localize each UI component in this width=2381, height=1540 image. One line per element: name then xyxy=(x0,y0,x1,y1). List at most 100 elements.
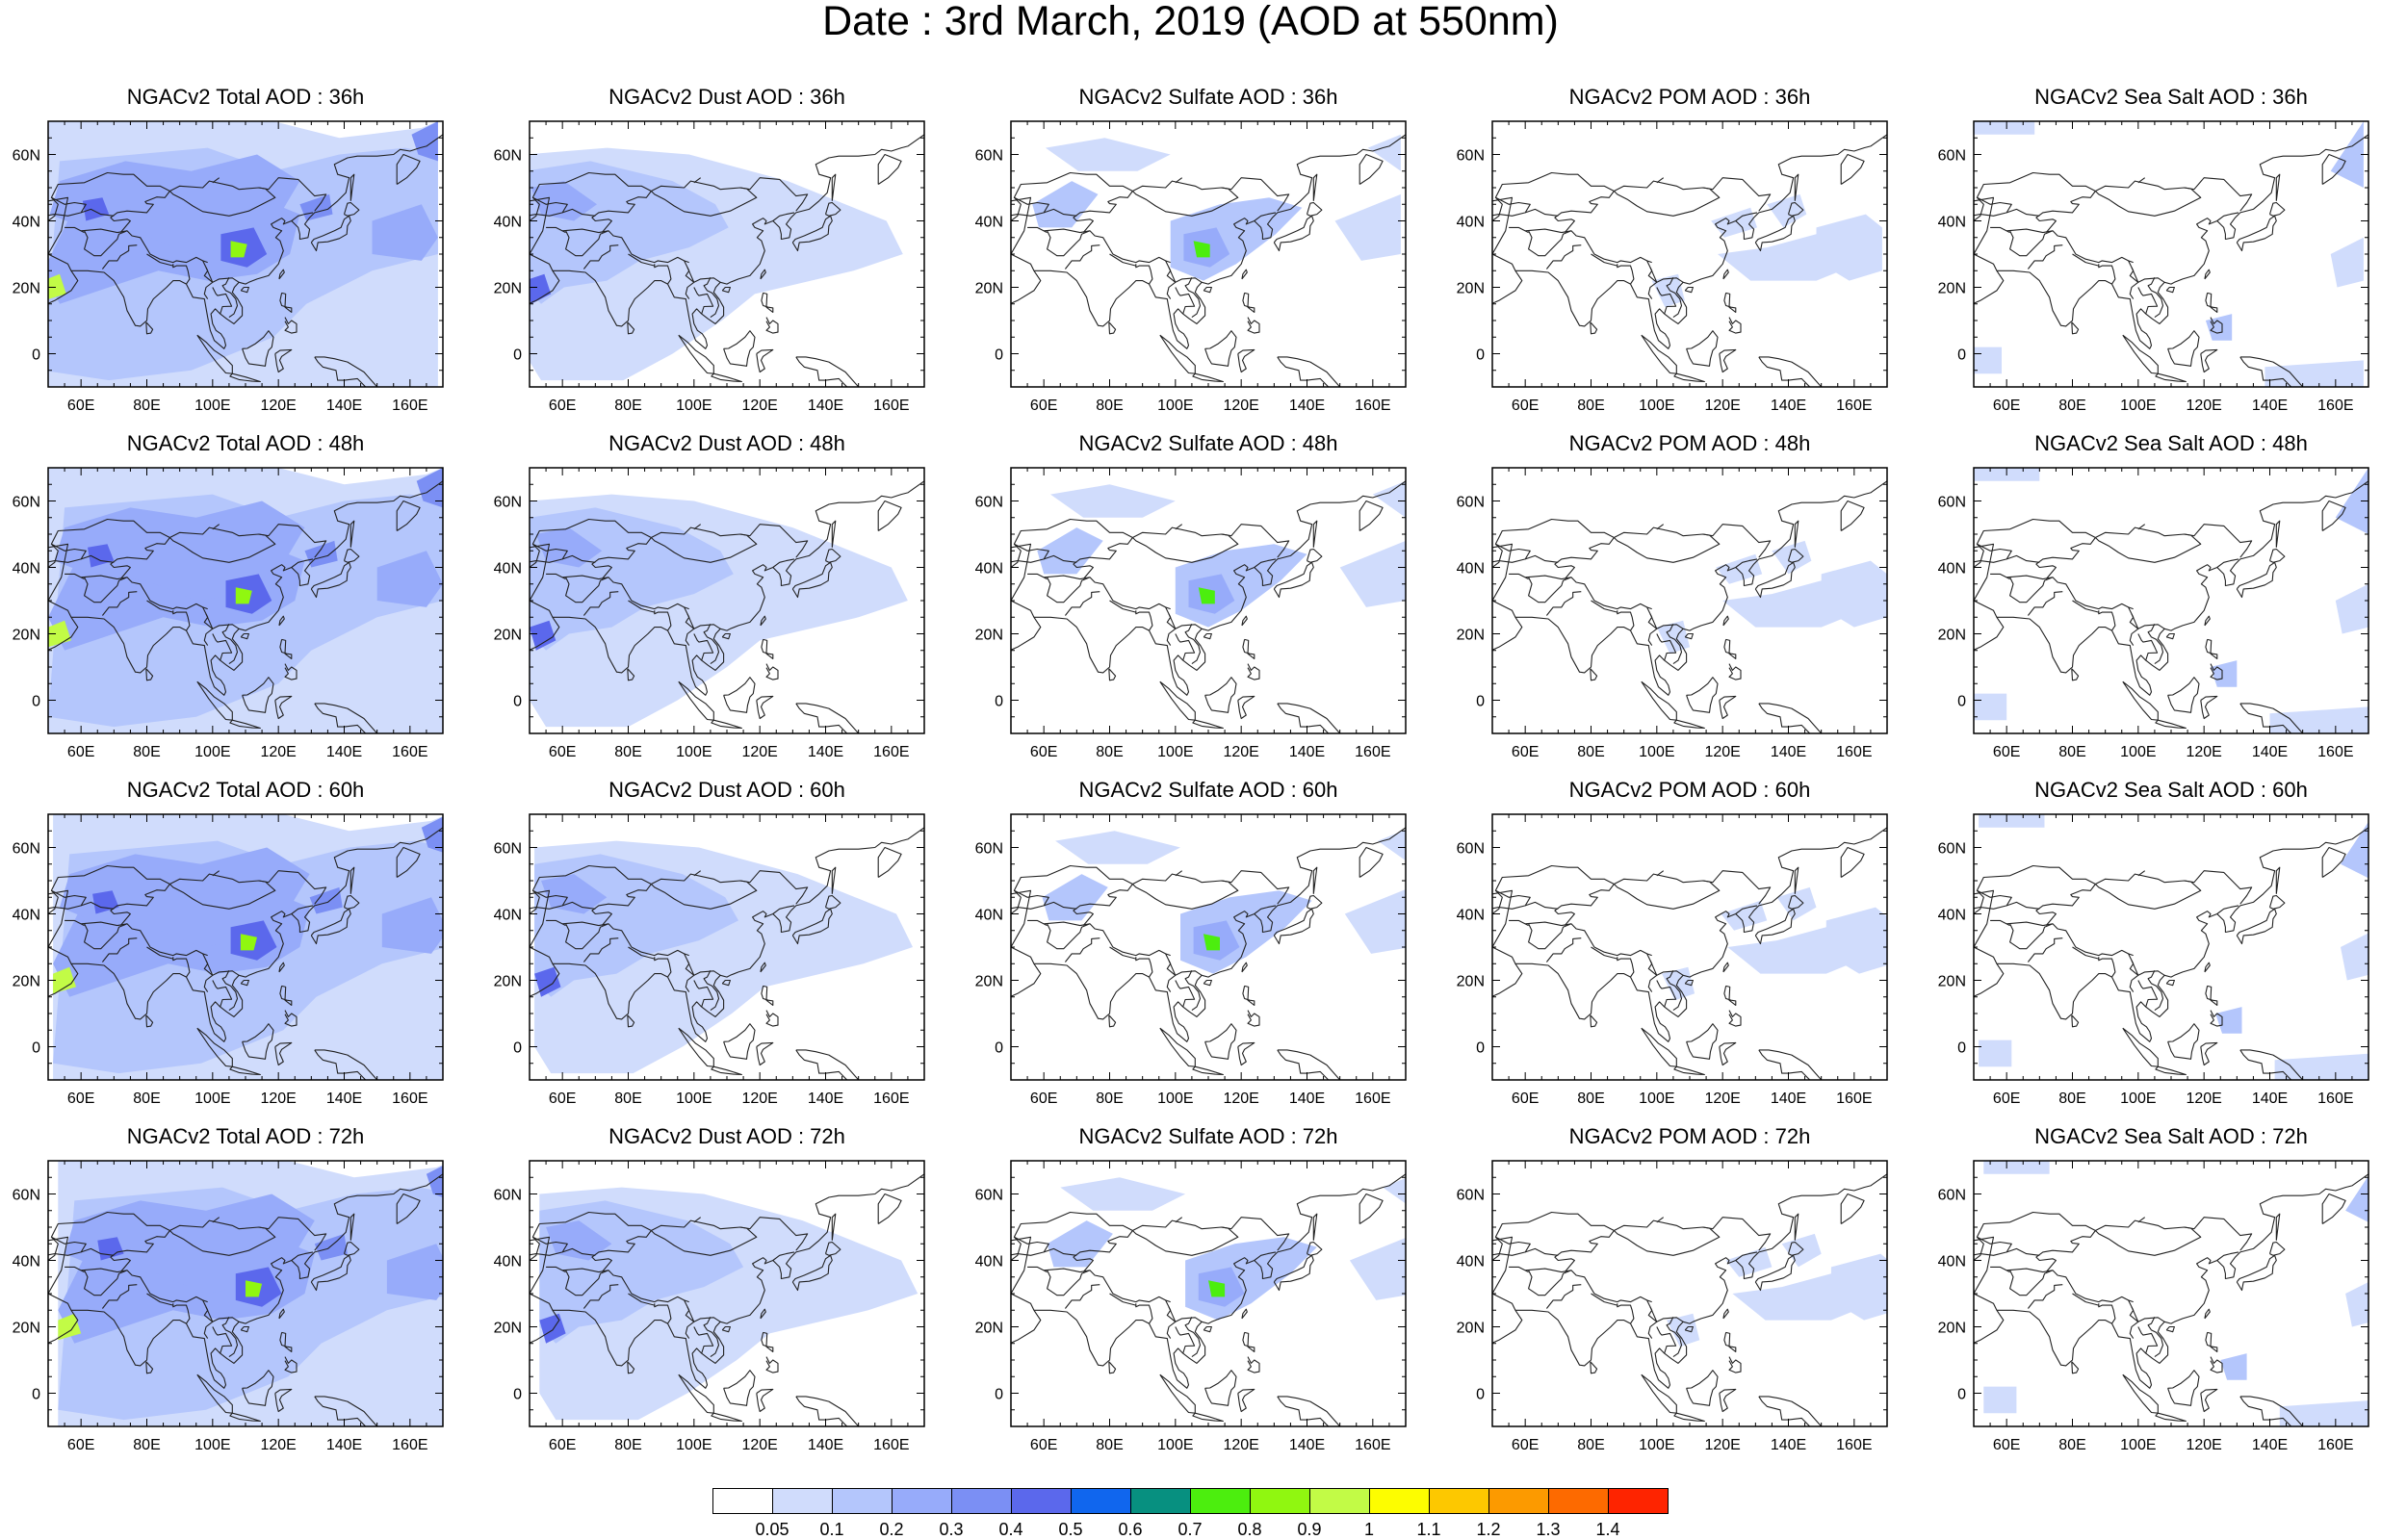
aod-region xyxy=(2274,1053,2368,1080)
coastlines xyxy=(1011,827,1406,1080)
aod-region xyxy=(1716,553,1763,584)
lon-tick-label: 100E xyxy=(194,1091,230,1107)
aod-field xyxy=(48,468,443,733)
aod-region xyxy=(309,886,343,914)
colorbar-label: 0.5 xyxy=(1058,1520,1083,1539)
lat-tick-label: 20N xyxy=(494,281,522,297)
map-plot: 60E 80E 100E 120E 140E 160E 60N 40N 20N 0 xyxy=(975,1160,1407,1453)
lat-tick-label: 20N xyxy=(13,1321,40,1337)
aod-field xyxy=(1011,1161,1406,1426)
lon-tick-label: 160E xyxy=(873,1091,909,1107)
map-panel-dust-2: NGACv2 Dust AOD : 48h 60E 80E 100E 120E 140E 1… xyxy=(481,431,963,778)
lat-tick-label: 20N xyxy=(494,1321,522,1337)
aod-region xyxy=(53,966,76,994)
lon-tick-label: 100E xyxy=(2120,744,2156,760)
aod-region xyxy=(235,587,252,604)
aod-region xyxy=(1203,934,1220,951)
lon-tick-label: 60E xyxy=(549,1091,576,1107)
aod-region xyxy=(240,934,257,951)
lat-tick-label: 60N xyxy=(13,495,40,511)
lon-tick-label: 100E xyxy=(194,1437,230,1453)
lat-tick-label: 40N xyxy=(975,908,1003,924)
lat-tick-label: 40N xyxy=(1938,561,1966,578)
panel-title: NGACv2 Total AOD : 48h xyxy=(126,431,365,455)
lat-tick-label: 20N xyxy=(494,974,522,990)
lon-tick-label: 80E xyxy=(614,744,641,760)
panel-title: NGACv2 Sea Salt AOD : 72h xyxy=(2034,1124,2308,1148)
coastlines xyxy=(1974,134,2368,387)
map-panel-total-4: NGACv2 Total AOD : 72h 60E 80E 100E 120E 140E… xyxy=(0,1124,481,1471)
aod-field xyxy=(1011,468,1406,733)
aod-region xyxy=(2215,1007,2242,1034)
aod-region xyxy=(1721,900,1768,931)
aod-region xyxy=(1047,1220,1113,1268)
colorbar-swatch xyxy=(1309,1488,1370,1514)
lon-tick-label: 140E xyxy=(808,1091,843,1107)
lat-tick-label: 60N xyxy=(975,1188,1003,1204)
aod-field xyxy=(530,1161,924,1426)
aod-region xyxy=(381,897,443,954)
aod-region xyxy=(1349,1238,1406,1300)
map-panel-salt-4: NGACv2 Sea Salt AOD : 72h 60E 80E 100E 120E 1… xyxy=(1926,1124,2381,1471)
coastlines xyxy=(1492,1173,1887,1426)
lat-tick-label: 0 xyxy=(1957,694,1966,710)
lat-tick-label: 0 xyxy=(1476,694,1485,710)
aod-region xyxy=(1725,1246,1773,1277)
lat-tick-label: 60N xyxy=(1938,148,1966,165)
colorbar-label: 0.2 xyxy=(879,1520,904,1539)
colorbar-boxes xyxy=(712,1488,1669,1514)
lat-tick-label: 20N xyxy=(494,628,522,644)
lon-tick-label: 140E xyxy=(1771,1437,1806,1453)
lat-tick-label: 20N xyxy=(1457,974,1485,990)
aod-region xyxy=(1767,193,1807,228)
map-panel-total-3: NGACv2 Total AOD : 60h 60E 80E 100E 120E 140E… xyxy=(0,778,481,1124)
lat-tick-label: 40N xyxy=(975,215,1003,231)
aod-region xyxy=(48,273,66,299)
lat-tick-label: 0 xyxy=(513,347,522,364)
lon-tick-label: 80E xyxy=(1577,744,1604,760)
aod-field xyxy=(1974,121,2368,387)
colorbar-label: 1.2 xyxy=(1476,1520,1501,1539)
panel-title: NGACv2 POM AOD : 48h xyxy=(1568,431,1811,455)
aod-region xyxy=(54,500,305,601)
map-plot: 60E 80E 100E 120E 140E 160E 60N 40N 20N 0 xyxy=(1938,813,2369,1107)
lat-tick-label: 0 xyxy=(995,347,1003,364)
lon-tick-label: 160E xyxy=(2317,398,2353,414)
aod-field xyxy=(1974,814,2368,1080)
aod-region xyxy=(2345,1175,2368,1222)
lat-tick-label: 40N xyxy=(494,908,522,924)
lon-tick-label: 80E xyxy=(2058,1437,2085,1453)
lat-tick-label: 60N xyxy=(975,148,1003,165)
lat-tick-label: 60N xyxy=(13,148,40,165)
lat-tick-label: 20N xyxy=(975,628,1003,644)
map-plot: 60E 80E 100E 120E 140E 160E 60N 40N 20N 0 xyxy=(494,1160,925,1453)
colorbar-swatch xyxy=(1488,1488,1549,1514)
map-panel-sulfate-3: NGACv2 Sulfate AOD : 60h 60E 80E 100E 120E 14… xyxy=(963,778,1444,1124)
lat-tick-label: 40N xyxy=(1457,908,1485,924)
lat-tick-label: 40N xyxy=(1938,1254,1966,1270)
colorbar-swatch xyxy=(772,1488,833,1514)
lat-tick-label: 0 xyxy=(995,1040,1003,1057)
map-panel-pom-3: NGACv2 POM AOD : 60h 60E 80E 100E 120E 140E 16… xyxy=(1444,778,1926,1124)
lat-tick-label: 0 xyxy=(995,694,1003,710)
lon-tick-label: 140E xyxy=(2252,398,2288,414)
lat-tick-label: 0 xyxy=(1957,347,1966,364)
map-plot: 60E 80E 100E 120E 140E 160E 60N 40N 20N 0 xyxy=(1457,467,1888,760)
lat-tick-label: 20N xyxy=(13,628,40,644)
lon-tick-label: 120E xyxy=(741,1437,777,1453)
lon-tick-label: 120E xyxy=(2186,1437,2221,1453)
lon-tick-label: 100E xyxy=(676,1091,712,1107)
panel-title: NGACv2 Sulfate AOD : 72h xyxy=(1078,1124,1338,1148)
lon-tick-label: 120E xyxy=(1704,744,1740,760)
map-panel-sulfate-2: NGACv2 Sulfate AOD : 48h 60E 80E 100E 120E 14… xyxy=(963,431,1444,778)
aod-field xyxy=(48,814,443,1080)
lat-tick-label: 60N xyxy=(1457,495,1485,511)
aod-region xyxy=(2341,933,2368,981)
page-title: Date : 3rd March, 2019 (AOD at 550nm) xyxy=(822,0,1559,44)
lat-tick-label: 20N xyxy=(1938,281,1966,297)
map-plot: 60E 80E 100E 120E 140E 160E 60N 40N 20N 0 xyxy=(13,1160,444,1453)
aod-region xyxy=(1983,1161,2050,1174)
lon-tick-label: 120E xyxy=(1704,1437,1740,1453)
lon-tick-label: 160E xyxy=(1836,1091,1872,1107)
map-plot: 60E 80E 100E 120E 140E 160E 60N 40N 20N 0 xyxy=(975,467,1407,760)
